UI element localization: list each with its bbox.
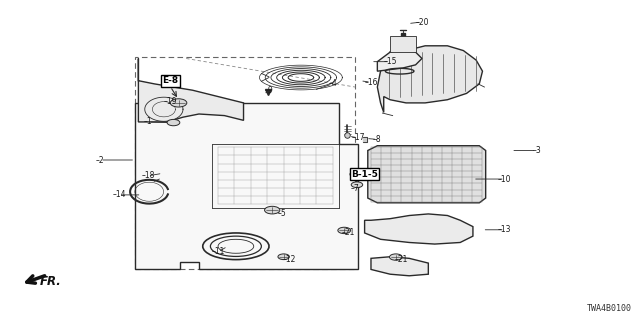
Polygon shape [378, 49, 422, 71]
Text: –3: –3 [532, 146, 541, 155]
Text: –21: –21 [342, 228, 355, 237]
Text: E-8: E-8 [162, 76, 179, 85]
Text: –20: –20 [415, 18, 429, 27]
Bar [135, 57, 355, 269]
Text: –14: –14 [113, 190, 126, 199]
Text: –16: –16 [364, 78, 378, 87]
Text: –8: –8 [373, 135, 381, 144]
Circle shape [351, 182, 363, 188]
Polygon shape [365, 214, 473, 244]
Text: B-1-5: B-1-5 [351, 170, 378, 179]
Bar [390, 36, 415, 52]
Polygon shape [378, 46, 483, 112]
Text: TWA4B0100: TWA4B0100 [588, 304, 632, 313]
Polygon shape [135, 103, 358, 269]
Text: –2: –2 [96, 156, 104, 164]
Text: –19: –19 [163, 97, 177, 106]
Text: –7: –7 [351, 184, 360, 193]
Circle shape [278, 254, 289, 260]
Text: –15: –15 [383, 57, 397, 66]
Polygon shape [368, 146, 486, 203]
Circle shape [350, 171, 364, 178]
Text: –9: –9 [265, 86, 273, 95]
Text: –17: –17 [351, 133, 365, 142]
Circle shape [264, 206, 280, 214]
Circle shape [167, 119, 180, 126]
Text: –4: –4 [328, 79, 337, 88]
Polygon shape [138, 59, 244, 122]
Polygon shape [364, 137, 367, 142]
Text: –1: –1 [143, 117, 152, 126]
Text: FR.: FR. [40, 275, 61, 288]
Text: –21: –21 [394, 255, 408, 264]
Text: –11: –11 [211, 247, 225, 257]
Text: –18: –18 [141, 172, 155, 180]
Text: –13: –13 [498, 225, 511, 234]
Circle shape [390, 254, 402, 260]
Circle shape [338, 227, 351, 234]
Circle shape [170, 99, 187, 107]
Text: –10: –10 [498, 174, 511, 184]
Text: –12: –12 [283, 255, 296, 264]
Polygon shape [371, 257, 428, 276]
Text: –6: –6 [351, 174, 360, 184]
Text: –5: –5 [277, 209, 286, 219]
